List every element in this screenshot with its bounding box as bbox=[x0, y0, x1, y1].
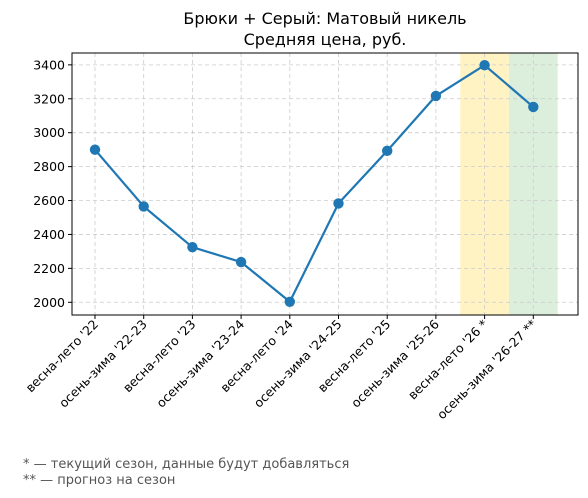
chart-title: Брюки + Серый: Матовый никель bbox=[183, 9, 466, 28]
data-point bbox=[528, 101, 539, 113]
y-tick-label: 3000 bbox=[33, 125, 65, 140]
y-tick-label: 2600 bbox=[33, 193, 65, 208]
y-tick-label: 2800 bbox=[33, 159, 65, 174]
footnote-forecast: ** — прогноз на сезон bbox=[23, 473, 176, 488]
data-point bbox=[333, 198, 344, 209]
y-tick-label: 2200 bbox=[33, 261, 65, 276]
y-tick-label: 2400 bbox=[33, 227, 65, 242]
x-tick-label: осень-зима '24-25 bbox=[251, 317, 345, 411]
plot-frame bbox=[71, 52, 579, 316]
data-point bbox=[187, 241, 198, 253]
data-point bbox=[138, 201, 149, 212]
data-point bbox=[430, 90, 442, 102]
data-point bbox=[284, 296, 295, 307]
data-point bbox=[89, 144, 101, 155]
x-tick-label: осень-зима '23-24 bbox=[153, 316, 247, 410]
chart-subtitle: Средняя цена, руб. bbox=[244, 30, 407, 49]
y-tick-label: 3200 bbox=[33, 91, 65, 106]
data-point bbox=[235, 256, 247, 268]
y-tick-label: 3400 bbox=[33, 57, 65, 72]
y-tick-label: 2000 bbox=[33, 295, 65, 310]
x-tick-label: осень-зима '25-26 bbox=[348, 316, 442, 410]
highlight-band-0 bbox=[460, 53, 509, 315]
x-tick-label: осень-зима '22-23 bbox=[56, 317, 150, 411]
data-point bbox=[479, 60, 490, 71]
x-tick-label: осень-зима '26-27 ** bbox=[434, 317, 540, 423]
footnote-current-season: * — текущий сезон, данные будут добавлят… bbox=[23, 457, 350, 472]
series-line-0 bbox=[94, 64, 535, 303]
data-point bbox=[382, 145, 393, 157]
